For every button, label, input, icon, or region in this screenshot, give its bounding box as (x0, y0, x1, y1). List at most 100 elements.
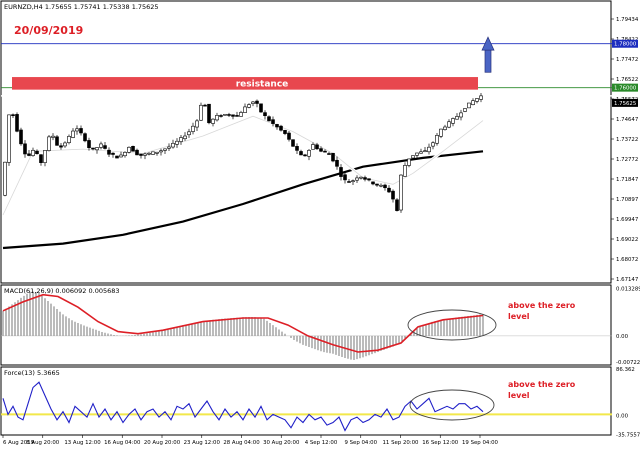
candle-body (27, 153, 31, 156)
annotation-date: 20/09/2019 (14, 24, 83, 37)
candle-body (99, 143, 103, 148)
candle-body (339, 167, 343, 177)
candle-body (387, 187, 391, 193)
candle-body (67, 136, 71, 143)
candle-body (3, 161, 7, 196)
candle-body (199, 104, 203, 121)
candle-body (383, 184, 387, 189)
candle-body (155, 151, 159, 154)
macd-signal-line (2, 293, 484, 353)
candle-body (219, 115, 223, 117)
candle-body (255, 100, 259, 104)
candle-body (375, 183, 379, 186)
candle-body (399, 174, 403, 211)
candle-body (11, 114, 15, 116)
candle-body (235, 115, 239, 117)
candle-body (55, 136, 59, 146)
candle-body (427, 146, 431, 153)
candle-body (323, 150, 327, 153)
macd-highlight-ellipse (407, 309, 497, 341)
force-note-line2: level (508, 391, 530, 400)
price-tick-label: 1.69947 (616, 217, 638, 223)
candle-body (331, 152, 335, 162)
force-highlight-ellipse (409, 389, 495, 421)
candle-body (91, 147, 95, 150)
force-note-line1: above the zero (508, 380, 576, 389)
price-badges: 1.78000 1.76000 1.75625 (612, 39, 638, 107)
candle-body (291, 139, 295, 147)
candle-body (295, 146, 299, 151)
macd-tick-label: 0.00 (616, 334, 629, 340)
resistance-zone (12, 77, 478, 90)
candle-body (455, 116, 459, 120)
price-tick-label: 1.69022 (616, 237, 638, 243)
price-pane-frame (0, 0, 612, 284)
price-badge-bg (612, 39, 638, 48)
candle-body (355, 177, 359, 181)
time-tick-label: 6 Aug 2019 (3, 440, 35, 446)
candle-body (43, 150, 47, 163)
candle-body (203, 104, 207, 107)
moving-average-slow (2, 150, 484, 250)
time-tick-label: 16 Sep 12:00 (422, 440, 459, 446)
candle-body (351, 180, 355, 183)
candle-body (347, 181, 351, 183)
macd-tick-label: -0.007228 (616, 360, 640, 366)
candle-body (103, 145, 107, 149)
candle-body (307, 150, 311, 157)
time-tick-label: 23 Aug 12:00 (184, 440, 221, 446)
candle-body (471, 100, 475, 106)
price-tick-label: 1.77472 (616, 57, 638, 63)
candle-body (71, 130, 75, 138)
force-axis: 86.362 0.00 -35.7557 (616, 367, 640, 439)
candle-body (19, 129, 23, 145)
time-tick-label: 19 Sep 04:00 (462, 440, 499, 446)
candle-body (395, 199, 399, 211)
price-tick-label: 1.74647 (616, 117, 638, 123)
force-tick-label: 86.362 (616, 367, 635, 373)
candle-body (131, 146, 135, 152)
candle-body (459, 112, 463, 118)
candle-body (463, 108, 467, 112)
candle-body (195, 120, 199, 128)
price-tick-label: 1.68072 (616, 257, 638, 263)
candle-body (51, 135, 55, 138)
price-tick-label: 1.79434 (616, 17, 639, 23)
candle-body (167, 146, 171, 149)
chart-header: EURNZD,H4 1.75655 1.75741 1.75338 1.7562… (4, 3, 159, 11)
candle-body (227, 114, 231, 116)
candle-body (479, 95, 483, 100)
candle-body (151, 151, 155, 155)
candle-body (451, 118, 455, 124)
time-tick-label: 28 Aug 04:00 (223, 440, 260, 446)
force-pane-frame (0, 366, 612, 436)
price-tick-label: 1.70897 (616, 197, 638, 203)
candle-body (319, 148, 323, 152)
candle-body (147, 152, 151, 155)
price-badge-label: 1.76000 (614, 86, 637, 92)
candle-body (315, 144, 319, 150)
price-tick-label: 1.73722 (616, 137, 638, 143)
candle-body (231, 114, 235, 117)
candle-body (391, 190, 395, 200)
candle-body (251, 101, 255, 104)
candle-body (311, 144, 315, 150)
candle-body (283, 130, 287, 134)
candle-body (419, 151, 423, 154)
candle-body (259, 103, 263, 113)
candle-body (379, 184, 383, 187)
force-index-line (2, 381, 484, 432)
candle-body (119, 154, 123, 158)
candle-body (403, 165, 407, 177)
candle-body (243, 106, 247, 113)
candle-body (115, 155, 119, 159)
candle-body (359, 176, 363, 179)
target-arrow (481, 36, 495, 73)
candle-body (15, 114, 19, 132)
candle-body (35, 150, 39, 155)
candle-body (63, 142, 67, 147)
candle-body (59, 145, 63, 148)
